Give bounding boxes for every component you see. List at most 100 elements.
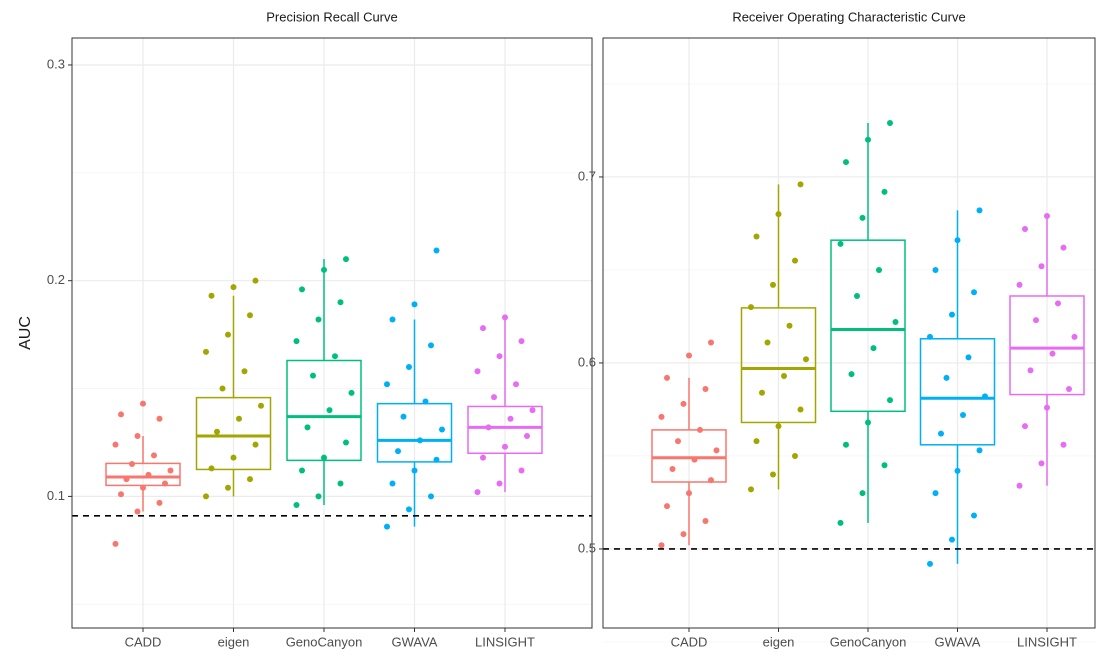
point — [411, 467, 418, 474]
point — [428, 493, 434, 500]
point — [664, 503, 670, 510]
point — [1016, 482, 1023, 489]
point — [337, 480, 344, 487]
point — [797, 181, 804, 188]
point — [843, 159, 849, 166]
point — [887, 120, 893, 127]
point — [792, 452, 798, 459]
chart-title: Receiver Operating Characteristic Curve — [732, 9, 965, 24]
point — [258, 402, 264, 409]
point — [156, 499, 163, 506]
y-tick-label: 0.6 — [578, 354, 596, 369]
point — [702, 518, 709, 525]
y-axis-label: AUC — [17, 316, 34, 350]
point — [474, 368, 481, 375]
point — [230, 284, 237, 291]
point — [422, 398, 429, 405]
x-tick-label: CADD — [671, 634, 708, 649]
point — [417, 437, 423, 444]
box — [195, 396, 272, 471]
point — [140, 400, 146, 407]
point — [326, 407, 333, 414]
point — [118, 491, 124, 498]
point — [225, 331, 231, 338]
point — [112, 441, 119, 448]
point — [938, 430, 944, 437]
point — [1060, 441, 1067, 448]
box — [830, 239, 906, 413]
x-tick-label: GenoCanyon — [830, 634, 907, 649]
point — [753, 233, 760, 240]
point — [491, 394, 497, 401]
point — [230, 454, 237, 461]
x-tick-label: LINSIGHT — [475, 634, 535, 649]
point — [1066, 385, 1072, 392]
point — [971, 512, 977, 519]
y-tick-label: 0.5 — [578, 540, 596, 555]
point — [971, 289, 977, 296]
point — [480, 325, 486, 332]
point — [304, 424, 311, 431]
box — [651, 429, 727, 483]
point — [208, 465, 215, 472]
point — [480, 454, 486, 461]
point — [241, 368, 248, 375]
point — [162, 480, 168, 487]
point — [759, 389, 765, 396]
point — [299, 286, 305, 293]
point — [713, 447, 720, 454]
point — [943, 374, 950, 381]
point — [400, 413, 407, 420]
point — [247, 476, 253, 483]
point — [658, 413, 665, 420]
point — [513, 381, 519, 388]
point — [299, 467, 305, 474]
point — [140, 484, 146, 491]
point — [927, 333, 933, 340]
point — [343, 439, 349, 446]
point — [748, 486, 754, 493]
point — [321, 454, 327, 461]
point — [433, 247, 440, 254]
point — [859, 490, 866, 497]
point — [123, 476, 130, 483]
point — [395, 448, 401, 455]
point — [384, 381, 390, 388]
point — [428, 342, 434, 349]
point — [680, 531, 687, 538]
point — [518, 467, 525, 474]
point — [219, 385, 226, 392]
point — [208, 292, 215, 299]
point — [134, 433, 141, 440]
y-tick-label: 0.7 — [578, 168, 596, 183]
point — [932, 266, 939, 273]
point — [1016, 281, 1023, 288]
point — [411, 301, 418, 308]
point — [976, 447, 983, 454]
point — [214, 428, 220, 435]
box — [1009, 295, 1085, 396]
point — [965, 354, 972, 361]
point — [927, 560, 933, 567]
point — [112, 540, 119, 547]
point — [843, 441, 849, 448]
y-tick-label: 0.2 — [47, 272, 65, 287]
x-tick-label: LINSIGHT — [1017, 634, 1077, 649]
x-tick-label: CADD — [125, 634, 162, 649]
point — [1044, 213, 1050, 220]
box — [919, 338, 996, 446]
point — [321, 266, 327, 273]
point — [389, 316, 396, 323]
point — [315, 316, 322, 323]
point — [870, 345, 877, 352]
point — [697, 426, 703, 433]
point — [786, 322, 793, 329]
point — [151, 452, 157, 459]
point — [1044, 404, 1050, 411]
y-tick-label: 0.1 — [47, 488, 65, 503]
point — [881, 188, 888, 195]
point — [797, 406, 804, 413]
point — [949, 536, 955, 543]
point — [960, 412, 966, 419]
point — [770, 471, 776, 478]
